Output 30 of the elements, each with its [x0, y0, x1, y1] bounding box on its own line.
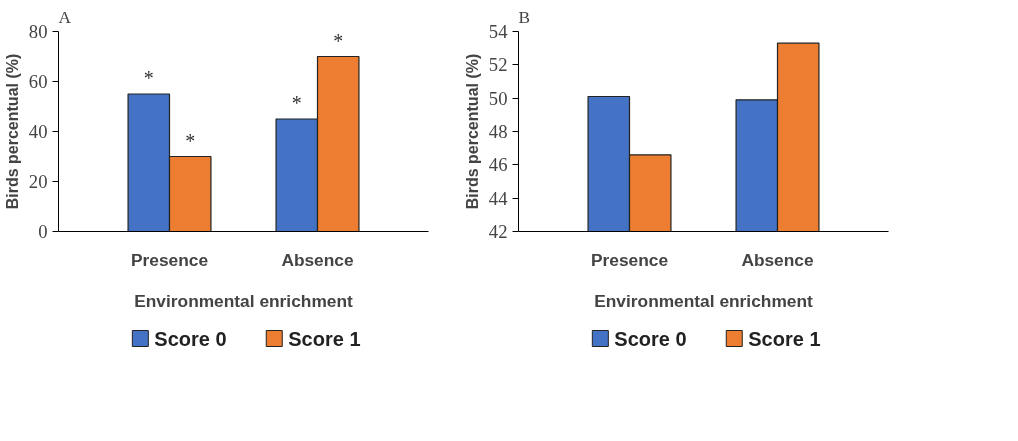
x-tick-label: Presence: [130, 249, 209, 270]
data-label: *: [291, 92, 302, 114]
y-tick-label: 20: [28, 171, 48, 192]
y-tick-label: 80: [28, 21, 48, 42]
legend-label: Score 1: [748, 327, 821, 350]
y-tick-label: 60: [28, 71, 48, 92]
x-tick-label: Absence: [741, 249, 814, 270]
x-tick-label: Presence: [590, 249, 669, 270]
y-tick-label: 42: [488, 221, 508, 242]
y-tick-label: 0: [38, 221, 48, 242]
y-axis-title: Birds percentual (%): [463, 53, 481, 210]
y-tick-label: 40: [28, 121, 48, 142]
y-tick-label: 44: [488, 187, 509, 209]
x-axis-title: Environmental enrichment: [594, 290, 814, 311]
legend-label: Score 1: [288, 327, 361, 350]
data-label: *: [185, 129, 196, 152]
data-label: *: [143, 67, 154, 89]
legend-label: Score 0: [154, 327, 227, 350]
chart-title: B: [518, 7, 531, 27]
x-axis-title: Environmental enrichment: [134, 290, 354, 311]
x-tick-label: Absence: [281, 249, 354, 270]
y-tick-label: 52: [488, 54, 508, 76]
y-axis-title: Birds percentual (%): [3, 53, 21, 210]
y-tick-label: 46: [488, 154, 508, 176]
chart-title: A: [58, 7, 72, 27]
y-tick-label: 50: [488, 87, 508, 109]
y-tick-label: 48: [488, 121, 508, 142]
legend-label: Score 0: [614, 327, 687, 350]
y-tick-label: 54: [488, 21, 509, 42]
data-label: *: [333, 29, 344, 52]
